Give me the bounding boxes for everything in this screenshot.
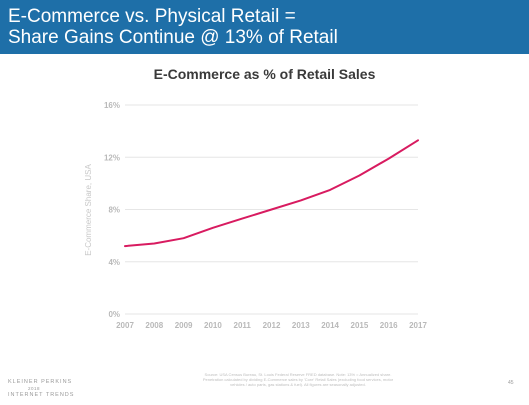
series-layer (124, 139, 419, 248)
x-tick-label: 2012 (263, 321, 281, 330)
slide-title-line-1: E-Commerce vs. Physical Retail = (8, 6, 296, 27)
logo-text-line-2: 2018 (28, 386, 41, 391)
x-tick-label: 2014 (321, 321, 339, 330)
x-tick-label: 2015 (351, 321, 369, 330)
y-tick-label: 16% (104, 101, 120, 110)
page-number: 45 (508, 380, 514, 386)
x-tick-labels: 2007 2008 2009 2010 2011 2012 2013 2014 2015 2016… (116, 321, 427, 330)
y-tick-label: 0% (108, 310, 120, 319)
logo-text-line-1: KLEINER PERKINS (8, 379, 73, 385)
y-tick-label: 8% (108, 206, 120, 215)
x-tick-label: 2011 (234, 321, 252, 330)
y-tick-label: 4% (108, 258, 120, 267)
y-tick-labels: 0% 4% 8% 12% 16% (104, 101, 120, 319)
x-tick-label: 2016 (380, 321, 398, 330)
x-tick-label: 2017 (409, 321, 427, 330)
x-tick-label: 2010 (204, 321, 222, 330)
x-tick-label: 2007 (116, 321, 134, 330)
source-note: Source: USA Census Bureau, St. Louis Fed… (202, 372, 394, 387)
x-tick-label: 2009 (175, 321, 193, 330)
y-tick-label: 12% (104, 153, 120, 162)
x-tick-label: 2008 (145, 321, 163, 330)
grid-lines (125, 104, 418, 315)
chart-title: E-Commerce as % of Retail Sales (153, 66, 376, 82)
slide-header: E-Commerce vs. Physical Retail = Share G… (0, 0, 529, 54)
y-axis-label: E-Commerce Share, USA (84, 164, 93, 256)
x-tick-label: 2013 (292, 321, 310, 330)
slide-title-line-2: Share Gains Continue @ 13% of Retail (8, 27, 338, 48)
logo-text-line-3: INTERNET TRENDS (8, 392, 75, 398)
series-line (124, 139, 419, 248)
